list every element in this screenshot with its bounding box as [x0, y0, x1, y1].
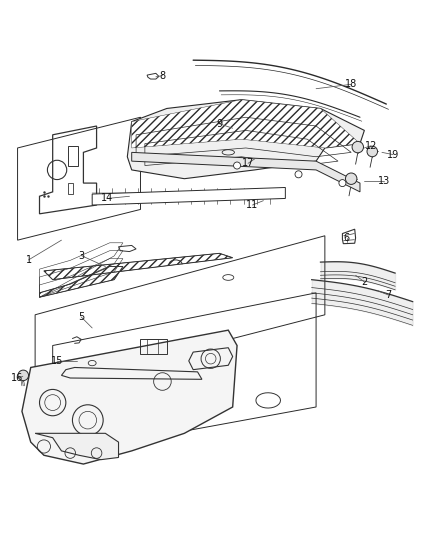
Polygon shape [127, 100, 364, 179]
Circle shape [233, 162, 240, 169]
Circle shape [366, 146, 377, 157]
Polygon shape [131, 152, 359, 192]
Text: 11: 11 [246, 200, 258, 210]
Text: 2: 2 [360, 277, 367, 287]
Text: 12: 12 [364, 141, 376, 151]
Polygon shape [35, 433, 118, 459]
Circle shape [18, 370, 28, 381]
Bar [140, 339, 166, 354]
Polygon shape [22, 330, 237, 464]
Text: 5: 5 [78, 312, 84, 322]
Text: 16: 16 [11, 374, 24, 383]
Text: 18: 18 [344, 79, 357, 90]
Text: 8: 8 [159, 70, 165, 80]
Polygon shape [39, 266, 123, 297]
Text: 15: 15 [51, 356, 63, 366]
Text: 13: 13 [377, 176, 389, 186]
Text: 17: 17 [241, 158, 254, 168]
Circle shape [338, 180, 345, 187]
Text: 9: 9 [216, 119, 222, 129]
Text: 1: 1 [25, 255, 32, 265]
Polygon shape [92, 188, 285, 205]
Polygon shape [131, 100, 359, 148]
Circle shape [294, 171, 301, 178]
Text: 14: 14 [101, 193, 113, 204]
Bar [146, 339, 157, 354]
Text: 6: 6 [343, 233, 349, 243]
Polygon shape [44, 253, 232, 280]
Text: 7: 7 [385, 290, 391, 300]
Text: 19: 19 [386, 150, 398, 159]
Circle shape [351, 141, 363, 153]
Circle shape [345, 173, 356, 184]
Text: 3: 3 [78, 251, 84, 261]
Bar [68, 183, 73, 194]
